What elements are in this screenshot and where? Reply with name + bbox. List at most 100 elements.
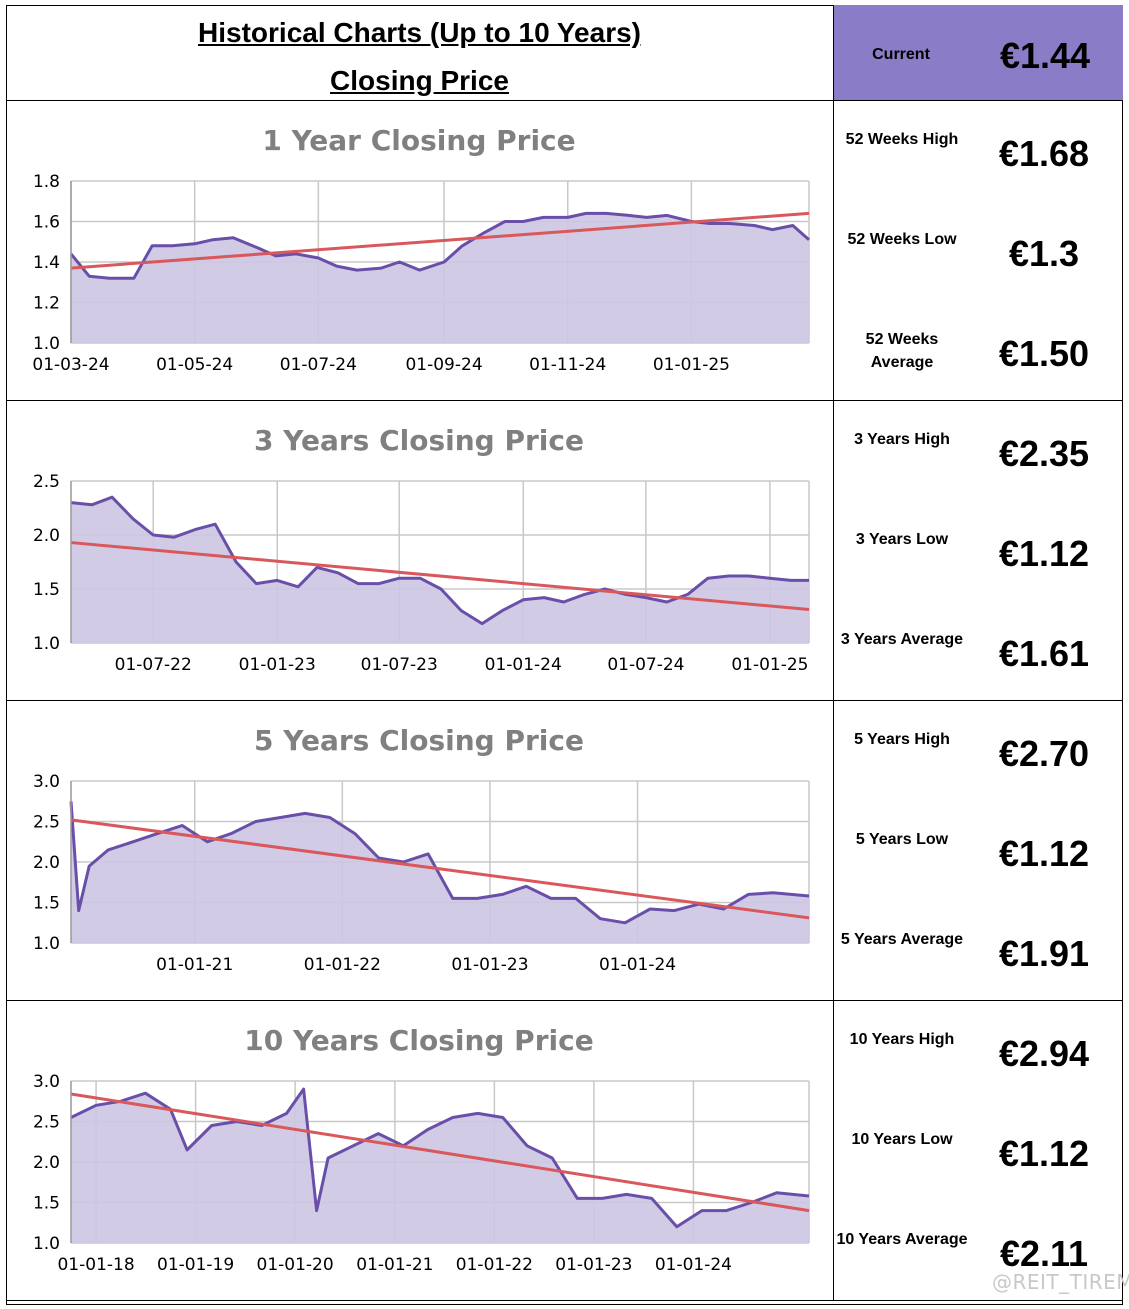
x-tick-label: 01-11-24 (529, 355, 606, 375)
trend-line (70, 541, 810, 612)
stat-10y-avg-value: €2.11 (999, 1233, 1089, 1274)
page-header: Historical Charts (Up to 10 Years) Closi… (6, 5, 834, 101)
y-tick-label: 1.5 (33, 1194, 60, 1214)
y-tick-label: 2.0 (33, 1153, 60, 1173)
price-area (71, 497, 809, 643)
section-10y: 10 Years Closing Price 1.0 1.5 2.0 2.5 3.0 01-… (6, 1001, 1123, 1301)
current-label: Current (872, 46, 930, 63)
x-tick-label: 01-07-24 (607, 655, 684, 675)
x-tick-label: 01-01-25 (731, 655, 808, 675)
y-tick-label: 2.0 (33, 853, 60, 873)
stat-3y-low-label: 3 Years Low (855, 531, 949, 548)
x-tick-label: 01-01-24 (485, 655, 562, 675)
stat-3y-high-label: 3 Years High (854, 431, 950, 448)
stat-3y-high-value: €2.35 (998, 433, 1090, 474)
stat-5y-high-value: €2.70 (998, 733, 1090, 774)
stat-5y-low-label: 5 Years Low (855, 831, 949, 848)
x-tick-label: 01-01-23 (555, 1255, 632, 1275)
stat-5y-high-label: 5 Years High (854, 731, 950, 748)
price-line (70, 495, 809, 626)
stat-10y-low-value: €1.12 (998, 1133, 1090, 1174)
stat-10y-high-value: €2.94 (998, 1033, 1090, 1074)
y-tick-label: 1.0 (33, 334, 60, 354)
chart-title: 5 Years Closing Price (254, 724, 584, 757)
price-area (71, 213, 809, 343)
stat-1y-low-value: €1.3 (1008, 233, 1080, 274)
chart-title: 3 Years Closing Price (254, 424, 584, 457)
y-tick-label: 2.5 (33, 472, 60, 492)
stat-1y-avg-label: 52 Weeks Average (865, 331, 939, 371)
chart-title: 1 Year Closing Price (262, 124, 575, 157)
watermark-text: @REIT_TIREMENT (992, 1270, 1129, 1294)
x-tick-label: 01-01-22 (304, 955, 381, 975)
section-5y: 5 Years Closing Price 1.0 1.5 2.0 2.5 3.0 01-0… (6, 701, 1123, 1001)
y-tick-label: 3.0 (33, 1072, 60, 1092)
stat-10y-high-label: 10 Years High (849, 1031, 955, 1048)
chart-10y: 10 Years Closing Price 1.0 1.5 2.0 2.5 3.0 01-… (33, 1024, 810, 1275)
stat-1y-avg-value: €1.50 (998, 333, 1090, 374)
x-tick-label: 01-01-19 (157, 1255, 234, 1275)
x-tick-label: 01-01-20 (257, 1255, 334, 1275)
x-tick-label: 01-07-23 (361, 655, 438, 675)
stat-3y-avg-label: 3 Years Average (840, 631, 964, 648)
price-line (70, 1087, 810, 1229)
price-area (71, 801, 809, 943)
chart-5y: 5 Years Closing Price 1.0 1.5 2.0 2.5 3.0 01-0… (33, 724, 810, 975)
page-subtitle: Closing Price (330, 65, 509, 96)
chart-3y: 3 Years Closing Price 1.0 1.5 2.0 2.5 01-07-2… (33, 424, 810, 675)
x-tick-label: 01-01-21 (156, 955, 233, 975)
y-tick-label: 1.5 (33, 894, 60, 914)
y-tick-label: 1.0 (33, 1234, 60, 1254)
stat-5y-low-value: €1.12 (998, 833, 1090, 874)
stat-5y-avg-label: 5 Years Average (840, 931, 964, 948)
chart-1y-area: 1 Year Closing Price 1.0 1.2 1.4 1.6 1.8 01-03… (6, 101, 834, 400)
trend-line (70, 211, 810, 270)
section-3y: 3 Years Closing Price 1.0 1.5 2.0 2.5 01-07-2… (6, 401, 1123, 701)
page-title: Historical Charts (Up to 10 Years) (198, 17, 641, 48)
stat-3y-low-value: €1.12 (998, 533, 1090, 574)
page-frame (6, 5, 1123, 1305)
y-tick-label: 1.2 (33, 294, 60, 314)
x-tick-label: 01-01-24 (599, 955, 676, 975)
x-tick-label: 01-05-24 (156, 355, 233, 375)
section-1y: 1 Year Closing Price 1.0 1.2 1.4 1.6 1.8 01-03… (6, 101, 1123, 401)
y-tick-label: 2.5 (33, 1113, 60, 1133)
stat-1y-low-label: 52 Weeks Low (847, 231, 957, 248)
price-area (71, 1089, 809, 1243)
y-tick-label: 2.0 (33, 526, 60, 546)
y-tick-label: 1.0 (33, 634, 60, 654)
trend-line (70, 818, 810, 920)
y-tick-label: 1.6 (33, 213, 60, 233)
y-tick-label: 2.5 (33, 813, 60, 833)
stat-10y-avg-label: 10 Years Average (836, 1231, 968, 1248)
stat-1y-high-label: 52 Weeks High (845, 131, 959, 148)
y-tick-label: 3.0 (33, 772, 60, 792)
current-price-panel: Current €1.44 (834, 5, 1123, 101)
stat-1y-high-value: €1.68 (998, 133, 1090, 174)
chart-1y: 1 Year Closing Price 1.0 1.2 1.4 1.6 1.8 01-03… (32, 124, 810, 375)
x-tick-label: 01-03-24 (32, 355, 109, 375)
x-tick-label: 01-01-23 (239, 655, 316, 675)
stat-5y-avg-value: €1.91 (998, 933, 1090, 974)
stat-10y-low-label: 10 Years Low (851, 1131, 953, 1148)
chart-title: 10 Years Closing Price (244, 1024, 593, 1057)
x-tick-label: 01-09-24 (405, 355, 482, 375)
x-tick-label: 01-07-22 (115, 655, 192, 675)
x-tick-label: 01-01-25 (653, 355, 730, 375)
trend-line (70, 1092, 810, 1213)
stat-3y-avg-value: €1.61 (998, 633, 1090, 674)
y-tick-label: 1.8 (33, 172, 60, 192)
x-tick-label: 01-07-24 (280, 355, 357, 375)
current-value: €1.44 (999, 35, 1091, 76)
chart-10y-area: 10 Years Closing Price 1.0 1.5 2.0 2.5 3.0 01-… (6, 1001, 834, 1300)
x-tick-label: 01-01-23 (451, 955, 528, 975)
x-tick-label: 01-01-22 (456, 1255, 533, 1275)
chart-5y-area: 5 Years Closing Price 1.0 1.5 2.0 2.5 3.0 01-0… (6, 701, 834, 1000)
y-tick-label: 1.5 (33, 580, 60, 600)
x-tick-label: 01-01-18 (57, 1255, 134, 1275)
y-tick-label: 1.0 (33, 934, 60, 954)
chart-3y-area: 3 Years Closing Price 1.0 1.5 2.0 2.5 01-07-2… (6, 401, 834, 700)
x-tick-label: 01-01-21 (356, 1255, 433, 1275)
x-tick-label: 01-01-24 (655, 1255, 732, 1275)
y-tick-label: 1.4 (33, 253, 60, 273)
